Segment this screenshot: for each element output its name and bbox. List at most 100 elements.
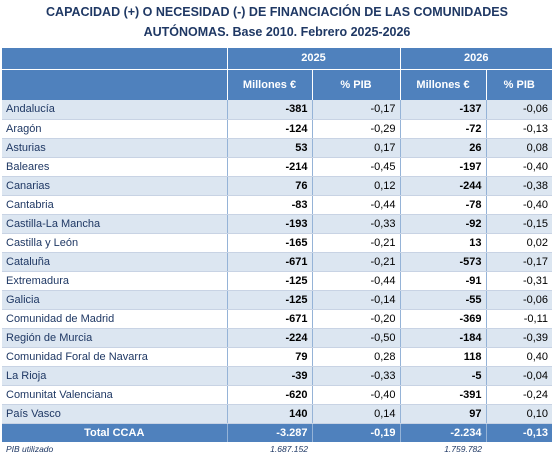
pib-2026-cell: -0,40 [485,157,553,177]
total-label: Total CCAA [2,423,227,442]
table-row: La Rioja -39 -0,33 -5 -0,04 [2,366,553,386]
total-row: Total CCAA -3.287 -0,19 -2.234 -0,13 [2,423,553,442]
millones-2026-cell: -573 [399,252,487,272]
millones-2025-cell: -124 [226,119,312,139]
col-millones-2025: Millones € [226,68,312,100]
pib-2025-cell: 0,28 [311,347,401,367]
millones-2026-cell: -137 [399,100,487,120]
page-title: CAPACIDAD (+) O NECESIDAD (-) DE FINANCI… [0,2,554,42]
region-name: Comunitat Valenciana [2,385,227,405]
pib-2025-cell: -0,50 [311,328,401,348]
year-2026-header: 2026 [399,48,553,69]
pib-2025-cell: -0,33 [311,214,401,234]
table-row: Extremadura -125 -0,44 -91 -0,31 [2,271,553,291]
pib-2026-cell: -0,15 [485,214,553,234]
pib-2025-cell: -0,21 [311,233,401,253]
table-row: Asturias 53 0,17 26 0,08 [2,138,553,158]
millones-2025-cell: -224 [226,328,312,348]
pib-2026-cell: 0,40 [485,347,553,367]
millones-2025-cell: -193 [226,214,312,234]
region-name: Baleares [2,157,227,177]
col-millones-2026: Millones € [399,68,487,100]
millones-2026-cell: -369 [399,309,487,329]
col-pib-2025: % PIB [311,68,401,100]
pib-2026-cell: -0,39 [485,328,553,348]
year-2025-header: 2025 [226,48,401,69]
pib-2026-cell: -0,13 [485,119,553,139]
pib-2026-cell: -0,17 [485,252,553,272]
table-row: Andalucía -381 -0,17 -137 -0,06 [2,100,553,120]
millones-2025-cell: -83 [226,195,312,215]
pib-label: PIB utilizado [2,442,227,456]
table-row: Comunidad Foral de Navarra 79 0,28 118 0,40 [2,347,553,367]
pib-2025-cell: -0,21 [311,252,401,272]
millones-2025-cell: -381 [226,100,312,120]
millones-2026-cell: -244 [399,176,487,196]
table-row: Canarias 76 0,12 -244 -0,38 [2,176,553,196]
millones-2025-cell: -214 [226,157,312,177]
table-row: Castilla-La Mancha -193 -0,33 -92 -0,15 [2,214,553,234]
table-row: Región de Murcia -224 -0,50 -184 -0,39 [2,328,553,348]
col-pib-2026: % PIB [485,68,553,100]
region-name: Región de Murcia [2,328,227,348]
millones-2025-cell: 79 [226,347,312,367]
millones-2025-cell: -125 [226,271,312,291]
pib-2026-value: 1.759.782 [400,442,487,456]
pib-2025-cell: -0,45 [311,157,401,177]
region-name: Andalucía [2,100,227,120]
millones-2026-cell: 118 [399,347,487,367]
pib-2025-cell: -0,44 [311,271,401,291]
region-name: Asturias [2,138,227,158]
region-name: Galicia [2,290,227,310]
region-name: Aragón [2,119,227,139]
pib-2025-cell: -0,40 [311,385,401,405]
region-name: Castilla y León [2,233,227,253]
pib-2025-cell: -0,44 [311,195,401,215]
total-pib-2025: -0,19 [311,423,401,442]
region-name: País Vasco [2,404,227,424]
total-millones-2025: -3.287 [226,423,312,442]
table-row: Baleares -214 -0,45 -197 -0,40 [2,157,553,177]
pib-2025-cell: 0,14 [311,404,401,424]
pib-2026-cell: 0,02 [485,233,553,253]
millones-2026-cell: -78 [399,195,487,215]
table-row: Galicia -125 -0,14 -55 -0,06 [2,290,553,310]
region-name: Comunidad de Madrid [2,309,227,329]
pib-2026-cell: -0,38 [485,176,553,196]
table-row: Comunidad de Madrid -671 -0,20 -369 -0,11 [2,309,553,329]
millones-2026-cell: -391 [399,385,487,405]
pib-2026-cell: -0,06 [485,100,553,120]
table-row: Comunitat Valenciana -620 -0,40 -391 -0,24 [2,385,553,405]
millones-2026-cell: 97 [399,404,487,424]
header-corner [2,48,227,69]
financing-table: 2025 2026 Millones € % PIB Millones € % … [2,48,553,456]
millones-2025-cell: -671 [226,252,312,272]
millones-2025-cell: 76 [226,176,312,196]
region-name: Extremadura [2,271,227,291]
millones-2026-cell: 26 [399,138,487,158]
pib-2026-cell: -0,04 [485,366,553,386]
millones-2025-cell: -39 [226,366,312,386]
region-name: Canarias [2,176,227,196]
total-pib-2026: -0,13 [485,423,553,442]
pib-2025-cell: -0,29 [311,119,401,139]
millones-2026-cell: -55 [399,290,487,310]
pib-2026-cell: 0,08 [485,138,553,158]
millones-2026-cell: -5 [399,366,487,386]
table-row: Castilla y León -165 -0,21 13 0,02 [2,233,553,253]
millones-2026-cell: -197 [399,157,487,177]
millones-2025-cell: 140 [226,404,312,424]
millones-2026-cell: -92 [399,214,487,234]
table-body: Andalucía -381 -0,17 -137 -0,06 Aragón -124 -0,… [2,100,553,424]
millones-2025-cell: -620 [226,385,312,405]
pib-2026-cell: -0,11 [485,309,553,329]
table-row: Cataluña -671 -0,21 -573 -0,17 [2,252,553,272]
region-name: Castilla-La Mancha [2,214,227,234]
table-row: Aragón -124 -0,29 -72 -0,13 [2,119,553,139]
region-name: Cataluña [2,252,227,272]
millones-2026-cell: 13 [399,233,487,253]
pib-2025-cell: -0,17 [311,100,401,120]
pib-2026-cell: -0,06 [485,290,553,310]
title-line-1: CAPACIDAD (+) O NECESIDAD (-) DE FINANCI… [46,5,508,19]
millones-2025-cell: 53 [226,138,312,158]
